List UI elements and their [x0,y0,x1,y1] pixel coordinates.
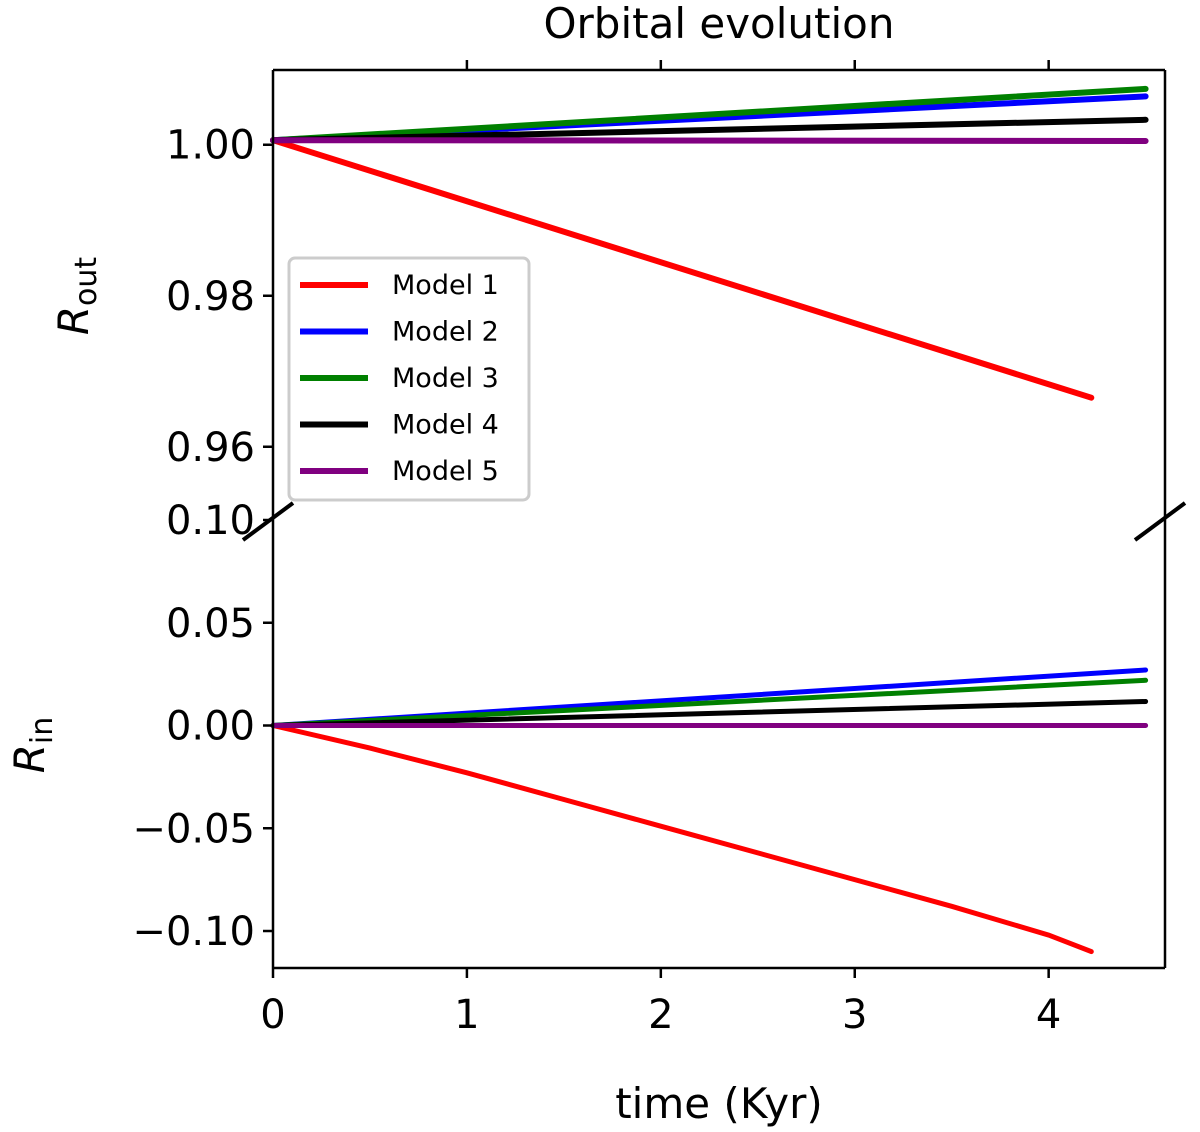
legend-frame [287,256,531,502]
y-tick-label-bottom: 0.05 [166,601,255,647]
y-label-top-sub: out [69,257,104,306]
x-tick-label: 4 [1036,992,1061,1038]
y-label-bottom-sub: in [25,717,60,744]
legend-label-model-4: Model 4 [392,410,499,441]
y-label-top-main: R [49,306,98,335]
y-tick-label-bottom: −0.05 [132,806,255,852]
y-label-bottom-main: R [5,744,54,773]
y-tick-label-top: 0.96 [166,425,255,471]
series-line-top-model-4 [270,116,1149,144]
axis-break-mark-left [241,501,295,542]
series-line-bottom-model-3 [270,677,1149,728]
series-line-bottom-model-4 [270,699,1149,728]
legend-label-model-1: Model 1 [392,270,499,301]
series-line-top-model-1 [270,137,1095,401]
y-axis-label-top: Rout [49,257,104,336]
x-tick-label: 1 [454,992,479,1038]
chart-title: Orbital evolution [543,0,894,48]
series-line-top-model-3 [270,85,1149,144]
y-tick-label-top: 1.00 [166,123,255,169]
x-tick-label: 2 [648,992,673,1038]
y-tick-label-top: 0.98 [166,274,255,320]
x-tick-label: 3 [842,992,867,1038]
legend-label-model-2: Model 2 [392,317,499,348]
x-axis-label: time (Kyr) [615,1079,823,1128]
x-tick-label: 0 [260,992,285,1038]
legend: Model 1 Model 2 Model 3 Model 4 Model 5 [287,256,531,502]
legend-label-model-5: Model 5 [392,456,499,487]
axis-break-mark-right [1133,501,1187,542]
y-tick-label-bottom: 0.10 [166,498,255,544]
plot-area: 1.00 0.98 0.96 0.10 0.05 0.00 −0.05 −0.100 1 2 3 4 [132,60,1187,1038]
series-line-bottom-model-1 [270,723,1094,955]
y-tick-label-bottom: −0.10 [132,909,255,955]
legend-label-model-3: Model 3 [392,363,499,394]
y-tick-label-bottom: 0.00 [166,704,255,750]
y-axis-label-bottom: Rin [5,717,60,774]
series-line-top-model-5 [270,137,1149,144]
